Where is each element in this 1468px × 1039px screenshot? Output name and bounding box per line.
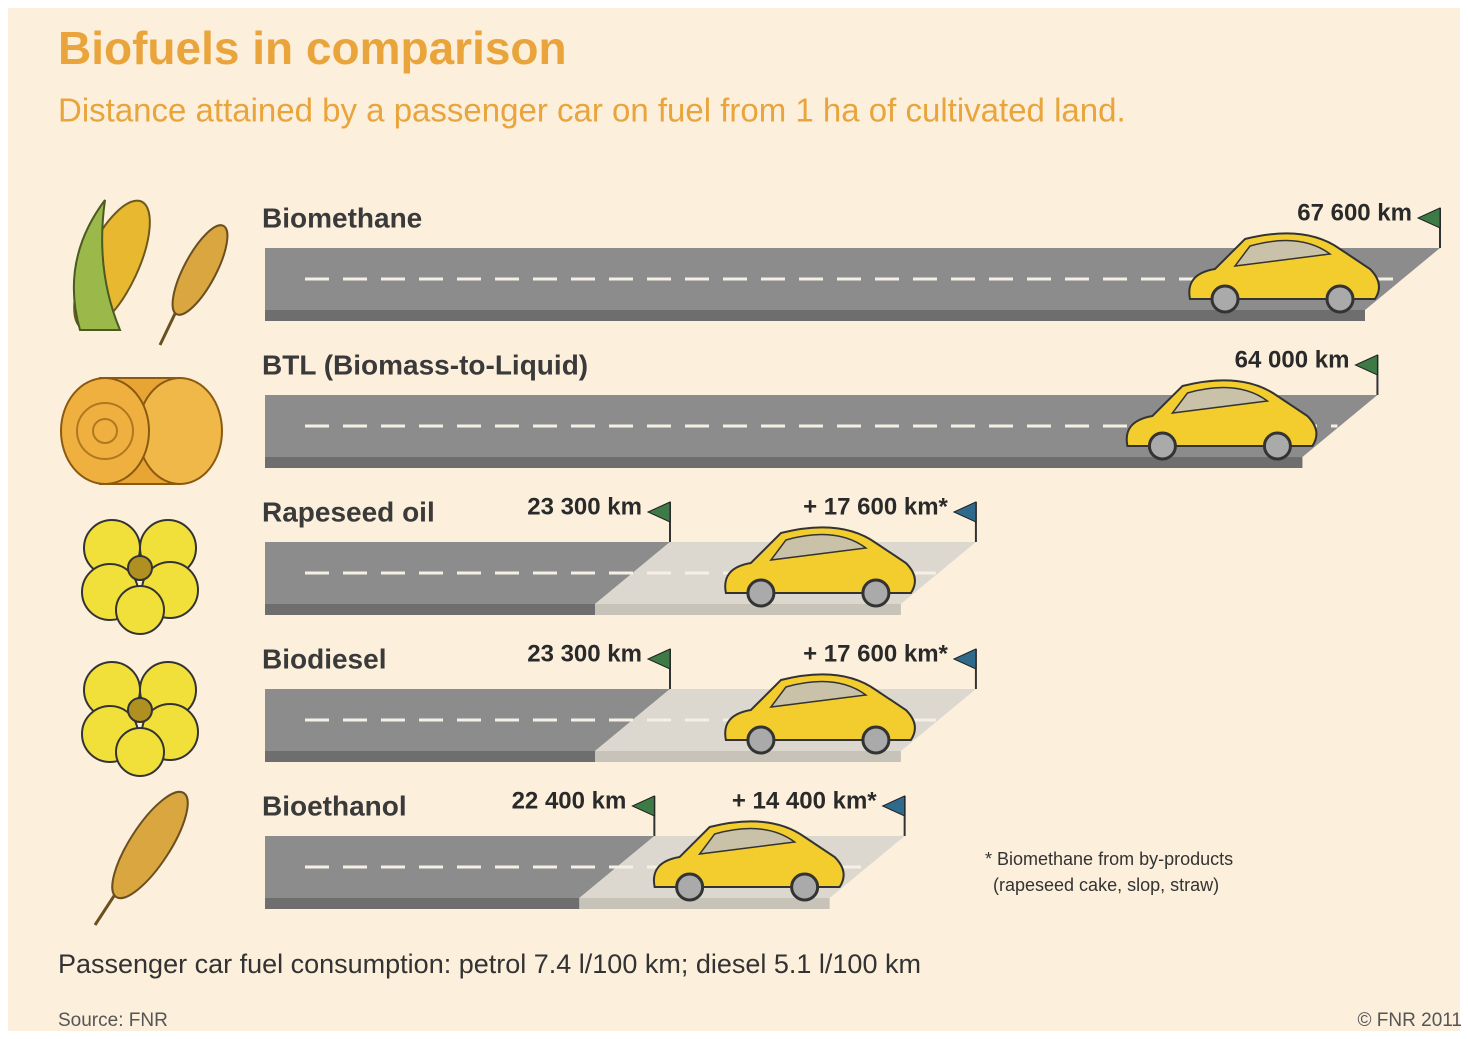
car-wheel bbox=[675, 872, 705, 902]
value-label: + 14 400 km* bbox=[732, 787, 877, 814]
car-body bbox=[724, 526, 916, 594]
car-icon bbox=[724, 526, 916, 608]
flag bbox=[952, 648, 977, 670]
icon-rapeseed-flower bbox=[81, 661, 199, 777]
road-edge bbox=[594, 751, 901, 762]
value-label: + 17 600 km* bbox=[803, 640, 948, 667]
car-window bbox=[1233, 239, 1332, 267]
flag bbox=[1354, 354, 1378, 376]
car-wheel bbox=[1325, 284, 1355, 314]
car-wheel bbox=[1262, 431, 1292, 461]
flag bbox=[1416, 207, 1441, 229]
car-icon bbox=[1125, 379, 1318, 461]
source: Source: FNR bbox=[58, 1010, 168, 1031]
car-icon bbox=[724, 673, 916, 755]
car-body bbox=[1125, 379, 1318, 447]
footnote: (rapeseed cake, slop, straw) bbox=[993, 875, 1219, 895]
car-wheel bbox=[746, 725, 776, 755]
car-wheel bbox=[861, 725, 891, 755]
road-edge bbox=[265, 751, 595, 762]
car-body bbox=[724, 673, 916, 741]
note: Passenger car fuel consumption: petrol 7… bbox=[58, 949, 921, 979]
road-edge bbox=[265, 310, 1365, 321]
road-edge bbox=[265, 457, 1303, 468]
footnote: * Biomethane from by-products bbox=[985, 849, 1233, 869]
category-label: Biomethane bbox=[262, 202, 422, 233]
car-icon bbox=[1188, 232, 1380, 314]
icon-rapeseed-flower bbox=[81, 519, 199, 635]
copyright: © FNR 2011 bbox=[1358, 1010, 1462, 1031]
flag bbox=[646, 501, 671, 523]
road-edge bbox=[594, 604, 901, 615]
road-edge bbox=[265, 898, 580, 909]
category-label: Rapeseed oil bbox=[262, 496, 435, 527]
flag bbox=[646, 648, 671, 670]
car-wheel bbox=[861, 578, 891, 608]
icon-hay-bale bbox=[60, 377, 223, 485]
car-window bbox=[769, 680, 868, 708]
car-window bbox=[697, 827, 797, 855]
car-icon bbox=[652, 820, 845, 902]
car-wheel bbox=[790, 872, 820, 902]
chart-subtitle: Distance attained by a passenger car on … bbox=[58, 92, 1126, 129]
icon-wheat bbox=[93, 790, 189, 926]
flag bbox=[952, 501, 977, 523]
car-window bbox=[769, 533, 868, 561]
car-window bbox=[1170, 386, 1270, 414]
value-label: 23 300 km bbox=[527, 640, 642, 667]
road-edge bbox=[265, 604, 595, 615]
category-label: BTL (Biomass-to-Liquid) bbox=[262, 349, 588, 380]
flag bbox=[631, 795, 655, 817]
chart-title: Biofuels in comparison bbox=[58, 22, 567, 74]
value-label: 23 300 km bbox=[527, 493, 642, 520]
car-body bbox=[1188, 232, 1380, 300]
value-label: 64 000 km bbox=[1235, 346, 1350, 373]
value-label: + 17 600 km* bbox=[803, 493, 948, 520]
car-wheel bbox=[1147, 431, 1177, 461]
icon-corn-wheat bbox=[72, 199, 229, 346]
value-label: 67 600 km bbox=[1297, 199, 1412, 226]
category-label: Biodiesel bbox=[262, 643, 386, 674]
value-label: 22 400 km bbox=[512, 787, 627, 814]
car-body bbox=[652, 820, 845, 888]
road-edge bbox=[579, 898, 830, 909]
category-label: Bioethanol bbox=[262, 790, 407, 821]
car-wheel bbox=[1210, 284, 1240, 314]
car-wheel bbox=[746, 578, 776, 608]
flag bbox=[881, 795, 906, 817]
